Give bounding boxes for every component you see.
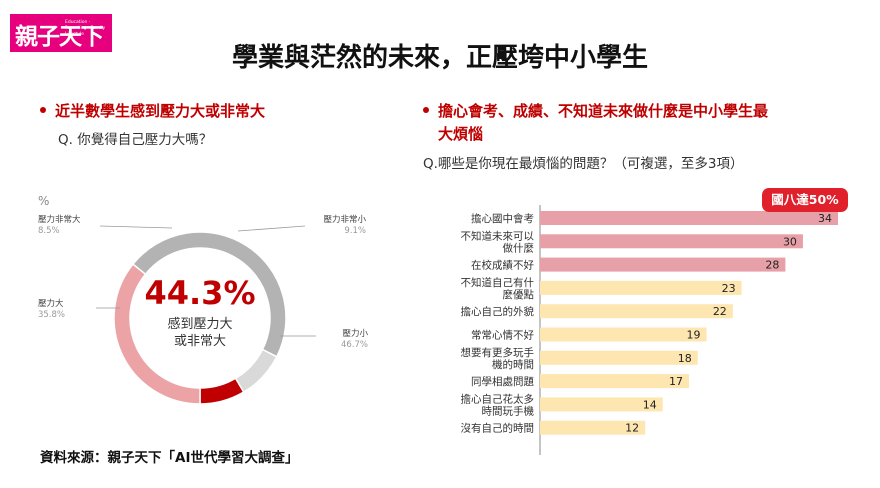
bar bbox=[540, 327, 707, 342]
bullet-dot-icon bbox=[423, 106, 429, 113]
bar bbox=[540, 350, 698, 365]
slice-value: 8.5% bbox=[38, 226, 60, 236]
bar bbox=[540, 234, 803, 249]
slice-label: 壓力大 bbox=[38, 298, 64, 309]
category-label: 做什麼 bbox=[503, 241, 535, 254]
unit-label: % bbox=[38, 194, 49, 208]
right-heading: 擔心會考、成績、不知道未來做什麼是中小學生最 bbox=[423, 100, 768, 123]
bar bbox=[540, 211, 838, 225]
bar bbox=[540, 304, 733, 319]
highlight-badge: 國八達50% bbox=[762, 188, 848, 212]
leader-line bbox=[99, 225, 173, 229]
category-label: 不知道未來可以 bbox=[461, 229, 535, 242]
bar-value-label: 12 bbox=[625, 422, 639, 435]
slice-label: 壓力非常小 bbox=[323, 214, 366, 225]
page-title: 學業與茫然的未來，正壓垮中小學生 bbox=[231, 43, 648, 73]
right-question: Q.哪些是你現在最煩惱的問題？（可複選，至多3項） bbox=[423, 156, 744, 172]
bar bbox=[540, 420, 646, 435]
category-label: 常常心情不好 bbox=[471, 329, 534, 342]
left-question: Q. 你覺得自己壓力大嗎？ bbox=[58, 132, 213, 148]
left-heading-text: 近半數學生感到壓力大或非常大 bbox=[55, 102, 266, 120]
category-label: 想要有更多玩手 bbox=[461, 346, 535, 359]
donut-slice bbox=[113, 263, 201, 405]
bar-value-label: 19 bbox=[687, 329, 701, 342]
slice-label: 壓力小 bbox=[342, 328, 368, 339]
bar-value-label: 30 bbox=[783, 235, 797, 248]
center-text: 感到壓力大 bbox=[167, 316, 232, 332]
category-label: 擔心自己花太多 bbox=[461, 392, 535, 405]
bar-value-label: 23 bbox=[722, 282, 736, 295]
bar-value-label: 22 bbox=[713, 305, 727, 318]
donut-slice bbox=[234, 348, 278, 394]
right-heading-line2: 大煩惱 bbox=[438, 125, 484, 143]
category-label: 機的時間 bbox=[492, 358, 534, 371]
bar-value-label: 14 bbox=[643, 398, 657, 411]
left-heading: 近半數學生感到壓力大或非常大 bbox=[40, 100, 265, 123]
bar bbox=[540, 280, 742, 295]
category-label: 擔心國中會考 bbox=[471, 212, 534, 225]
right-heading-line1: 擔心會考、成績、不知道未來做什麼是中小學生最 bbox=[438, 102, 769, 120]
leader-line bbox=[237, 225, 306, 232]
category-label: 沒有自己的時間 bbox=[461, 422, 535, 435]
category-label: 擔心自己的外貌 bbox=[461, 305, 535, 318]
logo: 親子天下 Education · Parenting · Family Life… bbox=[10, 14, 112, 52]
slice-value: 46.7% bbox=[341, 340, 368, 350]
source-note: 資料來源：親子天下「AI世代學習大調查」 bbox=[40, 450, 299, 466]
logo-subtext: Education · Parenting · Family Lifestyle bbox=[65, 20, 106, 37]
category-label: 時間玩手機 bbox=[482, 404, 535, 417]
center-text: 或非常大 bbox=[174, 334, 226, 349]
category-label: 麼優點 bbox=[503, 288, 535, 301]
bar bbox=[540, 397, 663, 412]
bar-value-label: 34 bbox=[818, 212, 832, 225]
category-label: 在校成績不好 bbox=[471, 259, 534, 272]
bar bbox=[540, 374, 689, 389]
slice-value: 9.1% bbox=[344, 226, 366, 236]
bullet-dot-icon bbox=[40, 106, 46, 113]
bar-value-label: 17 bbox=[669, 375, 683, 388]
slice-label: 壓力非常大 bbox=[38, 214, 81, 225]
center-value: 44.3% bbox=[144, 274, 255, 312]
bar-value-label: 28 bbox=[765, 259, 779, 272]
slice-value: 35.8% bbox=[38, 310, 65, 320]
category-label: 不知道自己有什 bbox=[461, 276, 535, 289]
bar-value-label: 18 bbox=[678, 352, 692, 365]
bar bbox=[540, 257, 786, 272]
logo-text: 親子天下 bbox=[15, 24, 104, 50]
category-label: 同學相處問題 bbox=[471, 375, 534, 388]
